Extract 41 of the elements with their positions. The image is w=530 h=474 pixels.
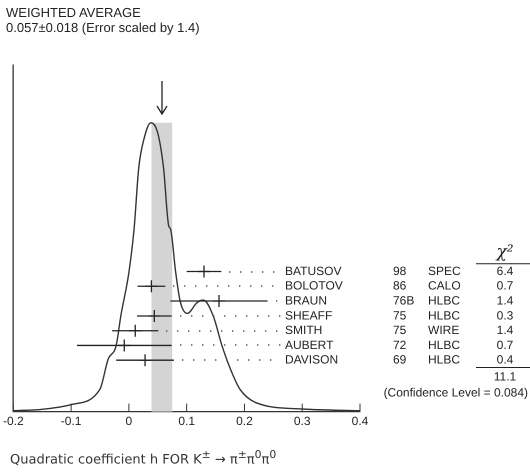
text: BOLOTOV [285, 278, 343, 293]
text: 6.4 [496, 264, 514, 278]
text: χ² [495, 242, 514, 262]
text: 86 [393, 278, 407, 293]
text: 98 [393, 264, 407, 278]
text: DAVISON [285, 352, 338, 366]
text: HLBC [428, 338, 460, 352]
text: 0.4 [496, 352, 514, 366]
text: SHEAFF [285, 308, 332, 322]
text: 75 [393, 323, 407, 338]
text: HLBC [428, 352, 460, 366]
text: AUBERT [285, 338, 334, 352]
text: 1.4 [496, 293, 514, 308]
x-tick-label: 0.3 [294, 414, 311, 428]
text: (Confidence Level = 0.084) [384, 386, 528, 400]
text: SMITH [285, 323, 322, 338]
text: 75 [393, 308, 407, 322]
text: 11.1 [494, 369, 517, 384]
text: 0.7 [496, 278, 514, 293]
x-tick-label: -0.2 [2, 414, 24, 428]
text: BRAUN [285, 293, 328, 308]
text: 69 [393, 352, 407, 366]
x-tick-label: 0.4 [352, 414, 369, 428]
text: 76B [393, 293, 414, 308]
text: WIRE [428, 323, 460, 338]
x-axis-title: Quadratic coefficient h FOR K$^{±}$ → π$^{±}$π$^{0}$π$^{0}$ [10, 448, 276, 468]
text: SPEC [428, 264, 462, 278]
x-tick-label: 0 [126, 414, 133, 428]
text: BATUSOV [285, 264, 342, 278]
x-tick-label: 0.2 [236, 414, 254, 428]
x-tick-label: -0.1 [60, 414, 82, 428]
text: HLBC [428, 308, 460, 322]
chart-subtitle: 0.057±0.018 (Error scaled by 1.4) [6, 20, 200, 35]
text: 0.3 [496, 308, 514, 322]
text: 0.7 [496, 338, 514, 352]
text: HLBC [428, 293, 460, 308]
text: CALO [428, 278, 461, 293]
text: 72 [393, 338, 407, 352]
chart-title: WEIGHTED AVERAGE [6, 5, 141, 20]
x-tick-label: 0.1 [178, 414, 196, 428]
text: 1.4 [496, 323, 514, 338]
